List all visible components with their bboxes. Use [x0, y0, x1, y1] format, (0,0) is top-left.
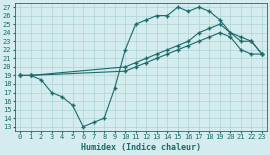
- X-axis label: Humidex (Indice chaleur): Humidex (Indice chaleur): [81, 143, 201, 152]
